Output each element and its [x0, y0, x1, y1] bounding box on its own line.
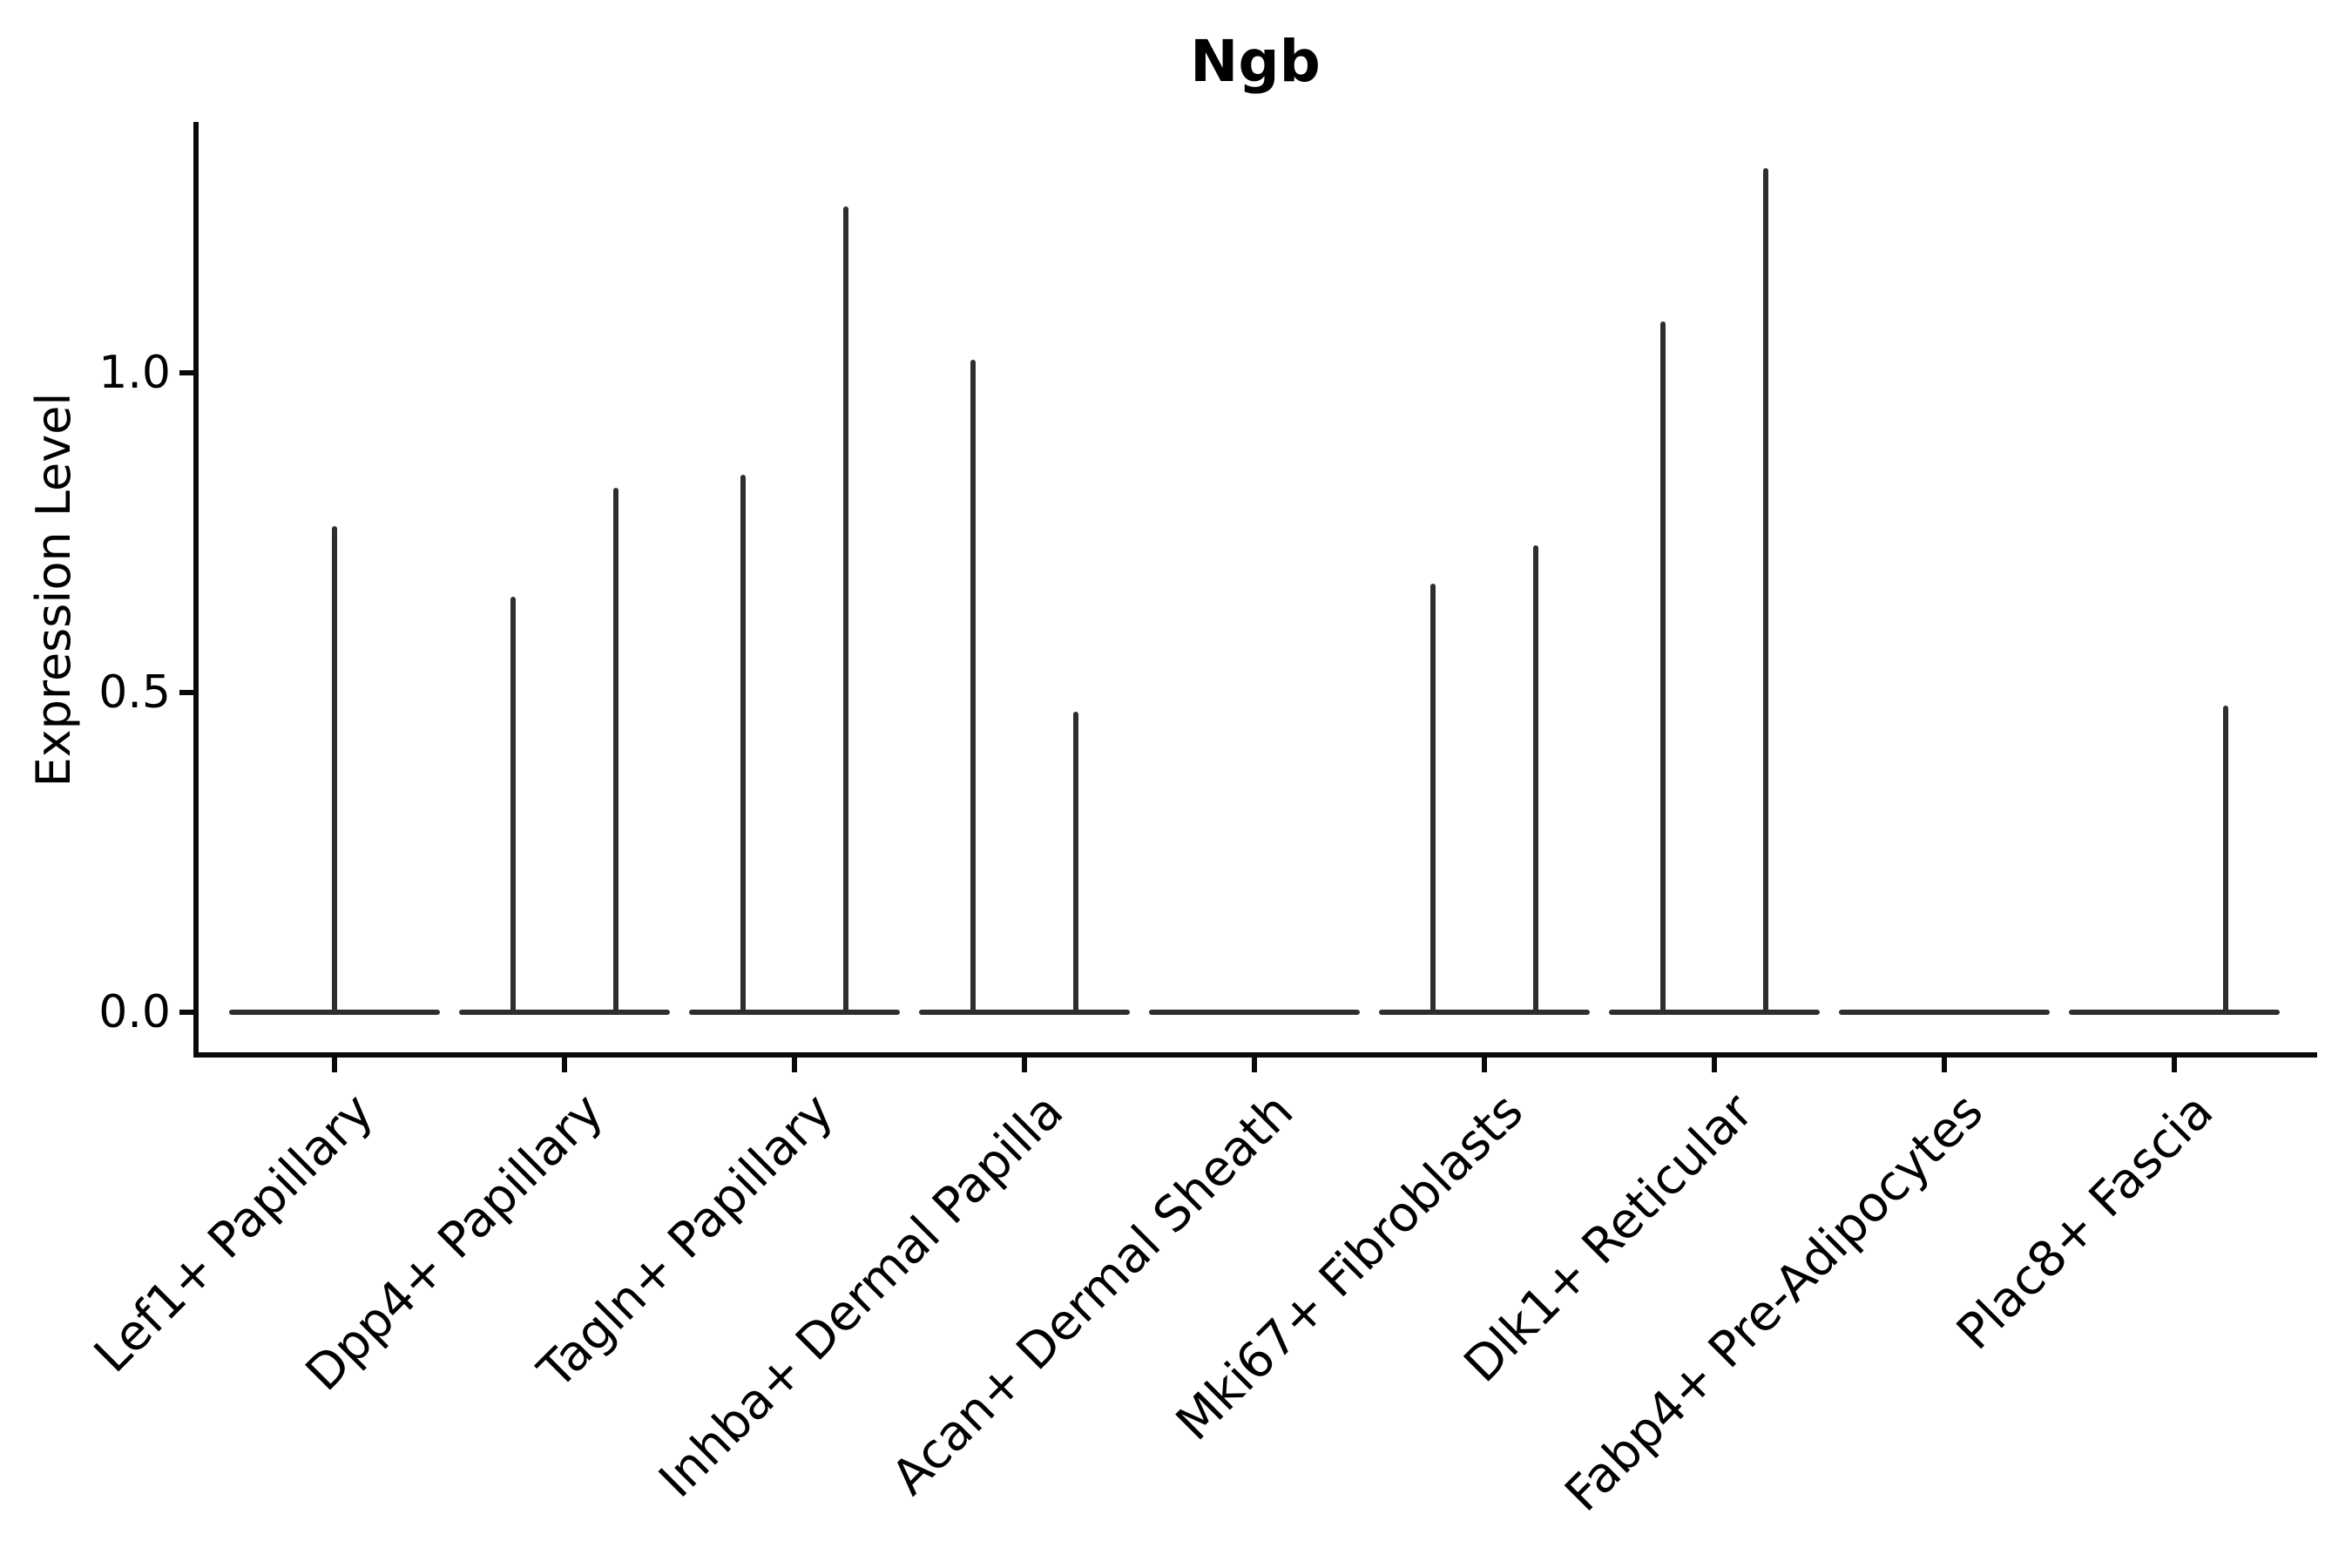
x-tick — [792, 1058, 797, 1072]
x-tick-label: Dlk1+ Reticular — [1453, 1083, 1765, 1394]
violin-body — [459, 1010, 670, 1015]
x-tick — [332, 1058, 337, 1072]
plot-title: Ngb — [1190, 28, 1321, 95]
violin-spike — [843, 206, 848, 1015]
y-tick-label: 0.5 — [98, 666, 171, 719]
y-tick-label: 0.0 — [98, 986, 171, 1038]
y-axis-spine — [193, 122, 199, 1058]
y-tick — [179, 370, 193, 375]
x-tick — [1482, 1058, 1487, 1072]
violin-spike — [613, 488, 618, 1015]
x-tick-label: Fabp4+ Pre-Adipocytes — [1554, 1083, 1995, 1523]
x-axis-spine — [193, 1052, 2317, 1058]
violin-body — [919, 1010, 1130, 1015]
y-tick — [179, 1010, 193, 1015]
x-tick — [1942, 1058, 1947, 1072]
violin-spike — [1763, 168, 1768, 1015]
x-tick-label: Inhba+ Dermal Papilla — [648, 1083, 1075, 1509]
x-tick — [1712, 1058, 1717, 1072]
x-tick-label: Acan+ Dermal Sheath — [881, 1083, 1305, 1506]
violin-body — [2069, 1010, 2280, 1015]
violin-body — [689, 1010, 900, 1015]
violin-spike — [1533, 545, 1538, 1015]
violin-spike — [2223, 706, 2228, 1015]
violin-spike — [1430, 584, 1436, 1015]
violin-body — [1609, 1010, 1820, 1015]
x-tick — [1252, 1058, 1257, 1072]
y-tick — [179, 690, 193, 695]
x-tick-label: Tagln+ Papillary — [527, 1083, 845, 1400]
x-tick-label: Dpp4+ Papillary — [294, 1083, 615, 1402]
violin-spike — [510, 597, 516, 1015]
violin-spike — [1073, 712, 1078, 1015]
violin-body — [1379, 1010, 1590, 1015]
violin-spike — [740, 475, 746, 1015]
violin-spike — [332, 526, 337, 1015]
violin-body — [1839, 1010, 2050, 1015]
violin-spike — [1660, 321, 1666, 1015]
x-tick — [1022, 1058, 1027, 1072]
x-tick-label: Mki67+ Fibroblasts — [1166, 1083, 1535, 1452]
violin-body — [1149, 1010, 1360, 1015]
x-tick — [2172, 1058, 2177, 1072]
y-tick-label: 1.0 — [98, 347, 171, 399]
x-tick — [562, 1058, 567, 1072]
x-tick-label: Plac8+ Fascia — [1946, 1083, 2225, 1362]
violin-spike — [970, 360, 976, 1015]
